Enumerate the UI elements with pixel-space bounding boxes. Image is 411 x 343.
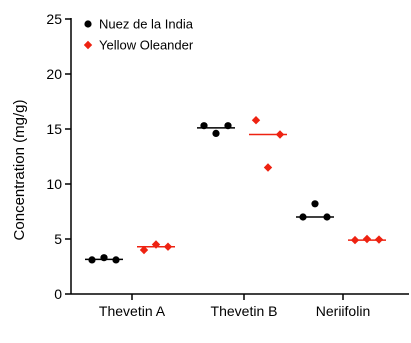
plot-marks <box>85 116 386 264</box>
x-tick-label: Thevetin B <box>211 303 278 319</box>
y-tick-label: 0 <box>54 286 62 302</box>
legend-label: Nuez de la India <box>99 17 194 32</box>
y-tick-label: 10 <box>46 176 62 192</box>
y-tick-label: 5 <box>54 231 62 247</box>
data-point <box>362 234 372 244</box>
legend-label: Yellow Oleander <box>99 38 194 53</box>
data-point <box>224 122 232 130</box>
data-point <box>100 254 108 262</box>
data-point <box>323 213 331 221</box>
data-point <box>350 235 360 245</box>
data-point <box>263 163 273 172</box>
data-point <box>163 242 173 251</box>
data-point <box>299 213 307 221</box>
y-tick-label: 25 <box>46 11 62 27</box>
data-point <box>251 116 261 125</box>
x-tick-label: Thevetin A <box>99 303 166 319</box>
axes: 0 5 10 15 20 25 Thevetin A Thevetin B Neriifolin <box>46 11 409 319</box>
y-axis-title: Concentration (mg/g) <box>11 100 28 241</box>
legend-marker <box>84 20 92 28</box>
legend: Nuez de la India Yellow Oleander <box>83 17 194 53</box>
y-tick-label: 15 <box>46 121 62 137</box>
data-point <box>374 235 384 244</box>
data-point <box>200 122 208 130</box>
data-point <box>212 129 220 137</box>
legend-marker <box>83 40 93 50</box>
data-point <box>88 256 96 264</box>
data-point <box>151 240 161 249</box>
data-point <box>311 200 319 208</box>
data-point <box>275 130 285 139</box>
x-tick-label: Neriifolin <box>316 303 370 319</box>
data-point <box>139 245 149 255</box>
data-point <box>112 256 120 264</box>
y-tick-label: 20 <box>46 66 62 82</box>
